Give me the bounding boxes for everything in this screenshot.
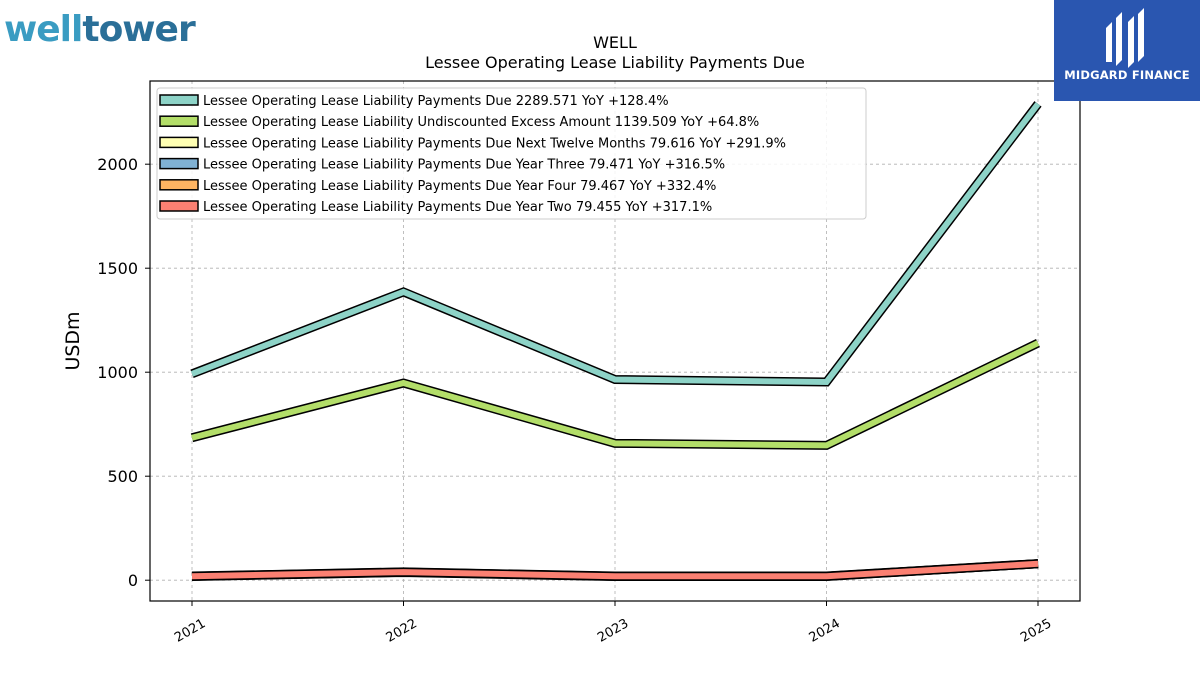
series-line: [190, 102, 1041, 385]
midgard-logo-text: MIDGARD FINANCE: [1064, 68, 1190, 82]
legend-entry: Lessee Operating Lease Liability Payment…: [203, 136, 786, 151]
y-axis-ticks: 0 500 1000 1500 2000: [97, 155, 150, 590]
legend-entry: Lessee Operating Lease Liability Payment…: [203, 94, 669, 109]
logo-left-part1: well: [4, 9, 83, 50]
legend-swatch: [159, 200, 199, 212]
y-tick-label: 1000: [97, 363, 138, 382]
legend-entry: Lessee Operating Lease Liability Payment…: [203, 158, 725, 173]
series-line: [191, 560, 1039, 580]
y-axis-label: USDm: [62, 311, 84, 370]
legend: Lessee Operating Lease Liability Payment…: [156, 87, 867, 220]
y-tick-label: 0: [128, 571, 138, 590]
x-tick-label: 2024: [807, 616, 843, 646]
legend-entry: Lessee Operating Lease Liability Undisco…: [203, 115, 759, 130]
legend-swatch: [159, 157, 199, 170]
x-tick-label: 2025: [1018, 616, 1054, 646]
legend-swatch: [159, 94, 199, 106]
x-tick-label: 2023: [595, 616, 631, 646]
y-tick-label: 500: [107, 467, 138, 486]
legend-swatch: [159, 136, 199, 149]
legend-swatch: [159, 115, 199, 127]
welltower-logo: welltower: [4, 4, 196, 56]
logo-left-part2: tower: [82, 9, 195, 50]
series-lines: [190, 101, 1042, 581]
midgard-mark-icon: [1106, 8, 1144, 68]
legend-box: [156, 87, 867, 220]
legend-swatch: [159, 179, 199, 191]
x-axis-ticks: 2021 2022 2023 2024 2025: [172, 601, 1054, 646]
x-tick-label: 2022: [384, 616, 420, 646]
y-tick-label: 1500: [97, 259, 138, 278]
series-line: [191, 340, 1040, 449]
chart-title: WELL: [593, 33, 637, 52]
midgard-finance-logo: MIDGARD FINANCE: [1054, 0, 1200, 101]
chart-subtitle: Lessee Operating Lease Liability Payment…: [425, 53, 805, 72]
legend-entry: Lessee Operating Lease Liability Payment…: [203, 179, 716, 194]
legend-entry: Lessee Operating Lease Liability Payment…: [203, 200, 712, 215]
x-tick-label: 2021: [172, 616, 208, 646]
y-tick-label: 2000: [97, 155, 138, 174]
